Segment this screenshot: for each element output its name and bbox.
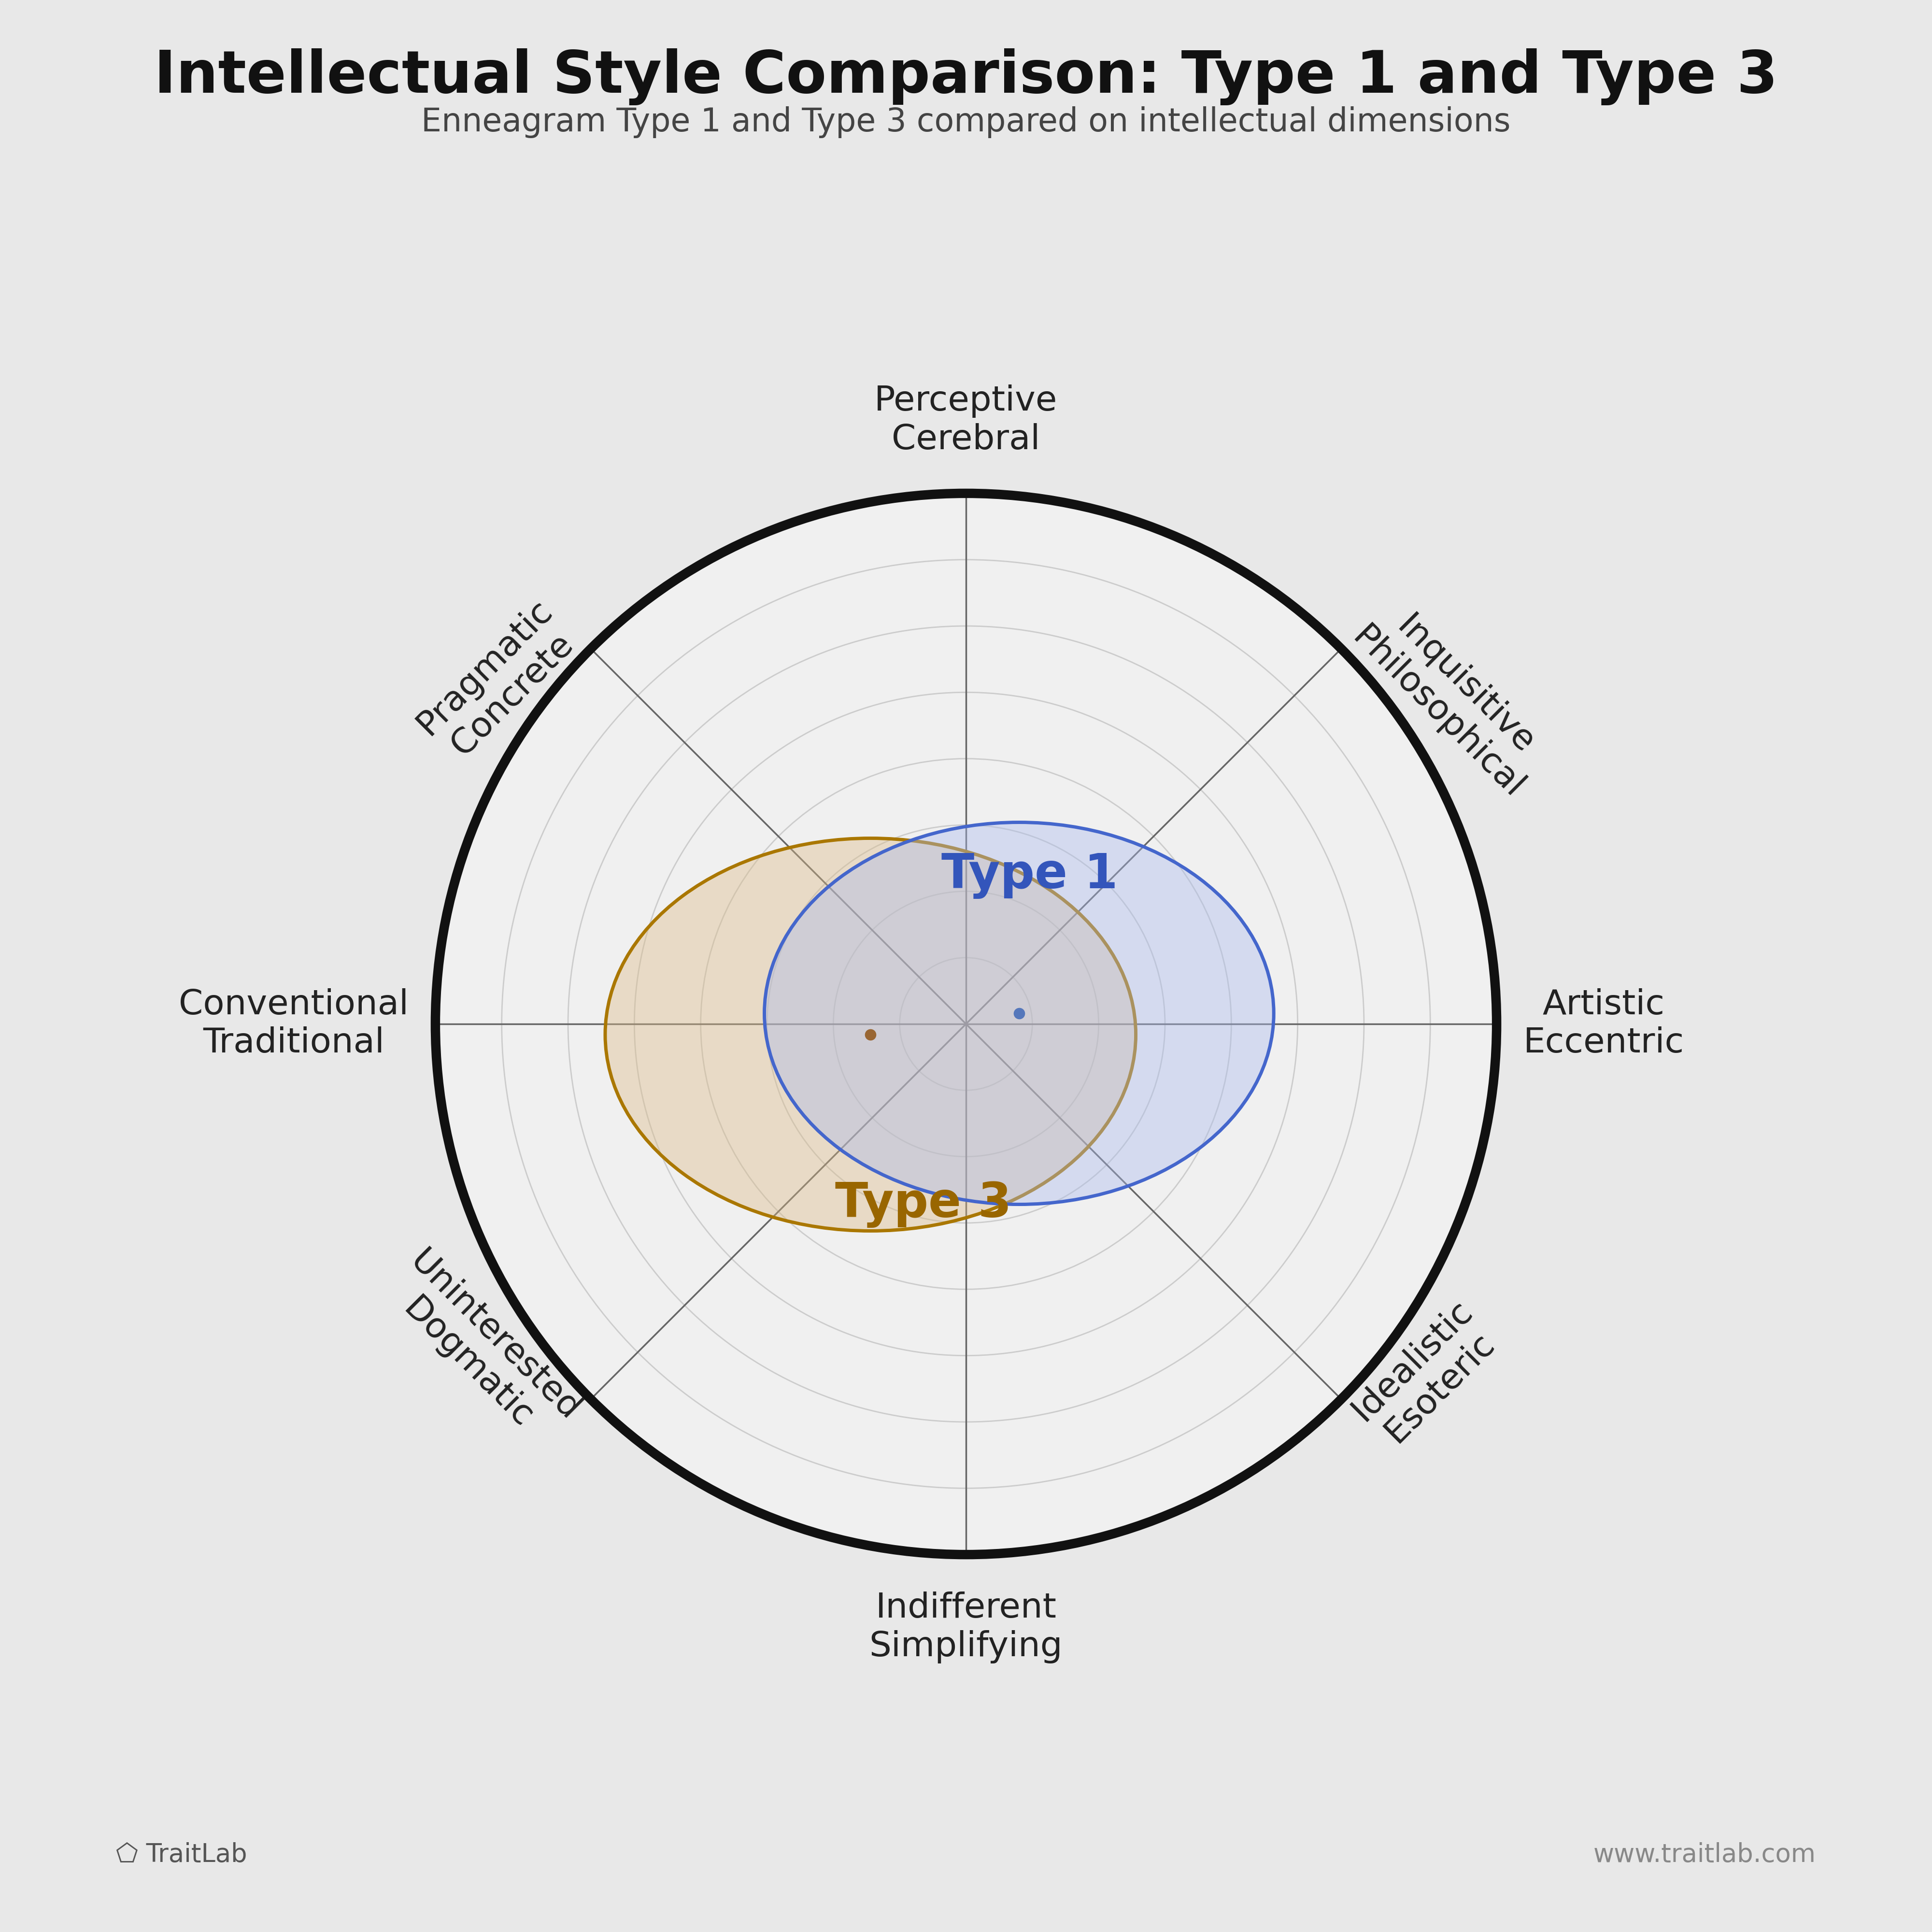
Text: Type 1: Type 1 <box>941 852 1119 898</box>
Text: www.traitlab.com: www.traitlab.com <box>1594 1843 1816 1866</box>
Text: Conventional
Traditional: Conventional Traditional <box>180 987 410 1061</box>
Text: ⬠ TraitLab: ⬠ TraitLab <box>116 1843 247 1866</box>
Text: Type 3: Type 3 <box>835 1180 1012 1229</box>
Text: Indifferent
Simplifying: Indifferent Simplifying <box>869 1592 1063 1663</box>
Text: Idealistic
Esoteric: Idealistic Esoteric <box>1347 1294 1507 1455</box>
Text: Enneagram Type 1 and Type 3 compared on intellectual dimensions: Enneagram Type 1 and Type 3 compared on … <box>421 106 1511 139</box>
Text: Pragmatic
Concrete: Pragmatic Concrete <box>412 593 585 769</box>
Text: Artistic
Eccentric: Artistic Eccentric <box>1522 987 1685 1061</box>
Ellipse shape <box>605 838 1136 1231</box>
Text: Perceptive
Cerebral: Perceptive Cerebral <box>875 384 1057 456</box>
Text: Intellectual Style Comparison: Type 1 and Type 3: Intellectual Style Comparison: Type 1 an… <box>155 48 1777 104</box>
Text: Uninterested
Dogmatic: Uninterested Dogmatic <box>377 1244 585 1455</box>
Circle shape <box>435 493 1497 1555</box>
Ellipse shape <box>765 823 1273 1204</box>
Text: Inquisitive
Philosophical: Inquisitive Philosophical <box>1347 593 1557 806</box>
